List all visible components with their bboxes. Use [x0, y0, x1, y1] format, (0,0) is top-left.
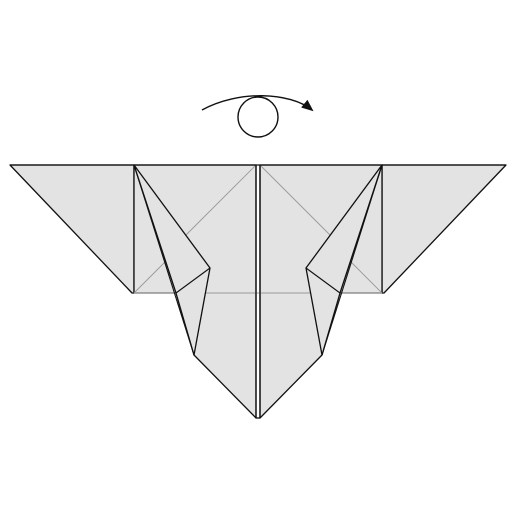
- paper-model: [9, 164, 507, 419]
- left-wing: [9, 164, 135, 294]
- left-arm-crease: [175, 267, 211, 294]
- turn-over-symbol: [201, 95, 314, 138]
- turn-over-arrow: [201, 95, 314, 112]
- right-arm-crease: [305, 267, 341, 294]
- right-wing: [381, 164, 507, 294]
- right-arm-fold: [321, 164, 383, 356]
- turn-over-circle: [237, 96, 279, 138]
- left-arm-fold: [133, 164, 195, 356]
